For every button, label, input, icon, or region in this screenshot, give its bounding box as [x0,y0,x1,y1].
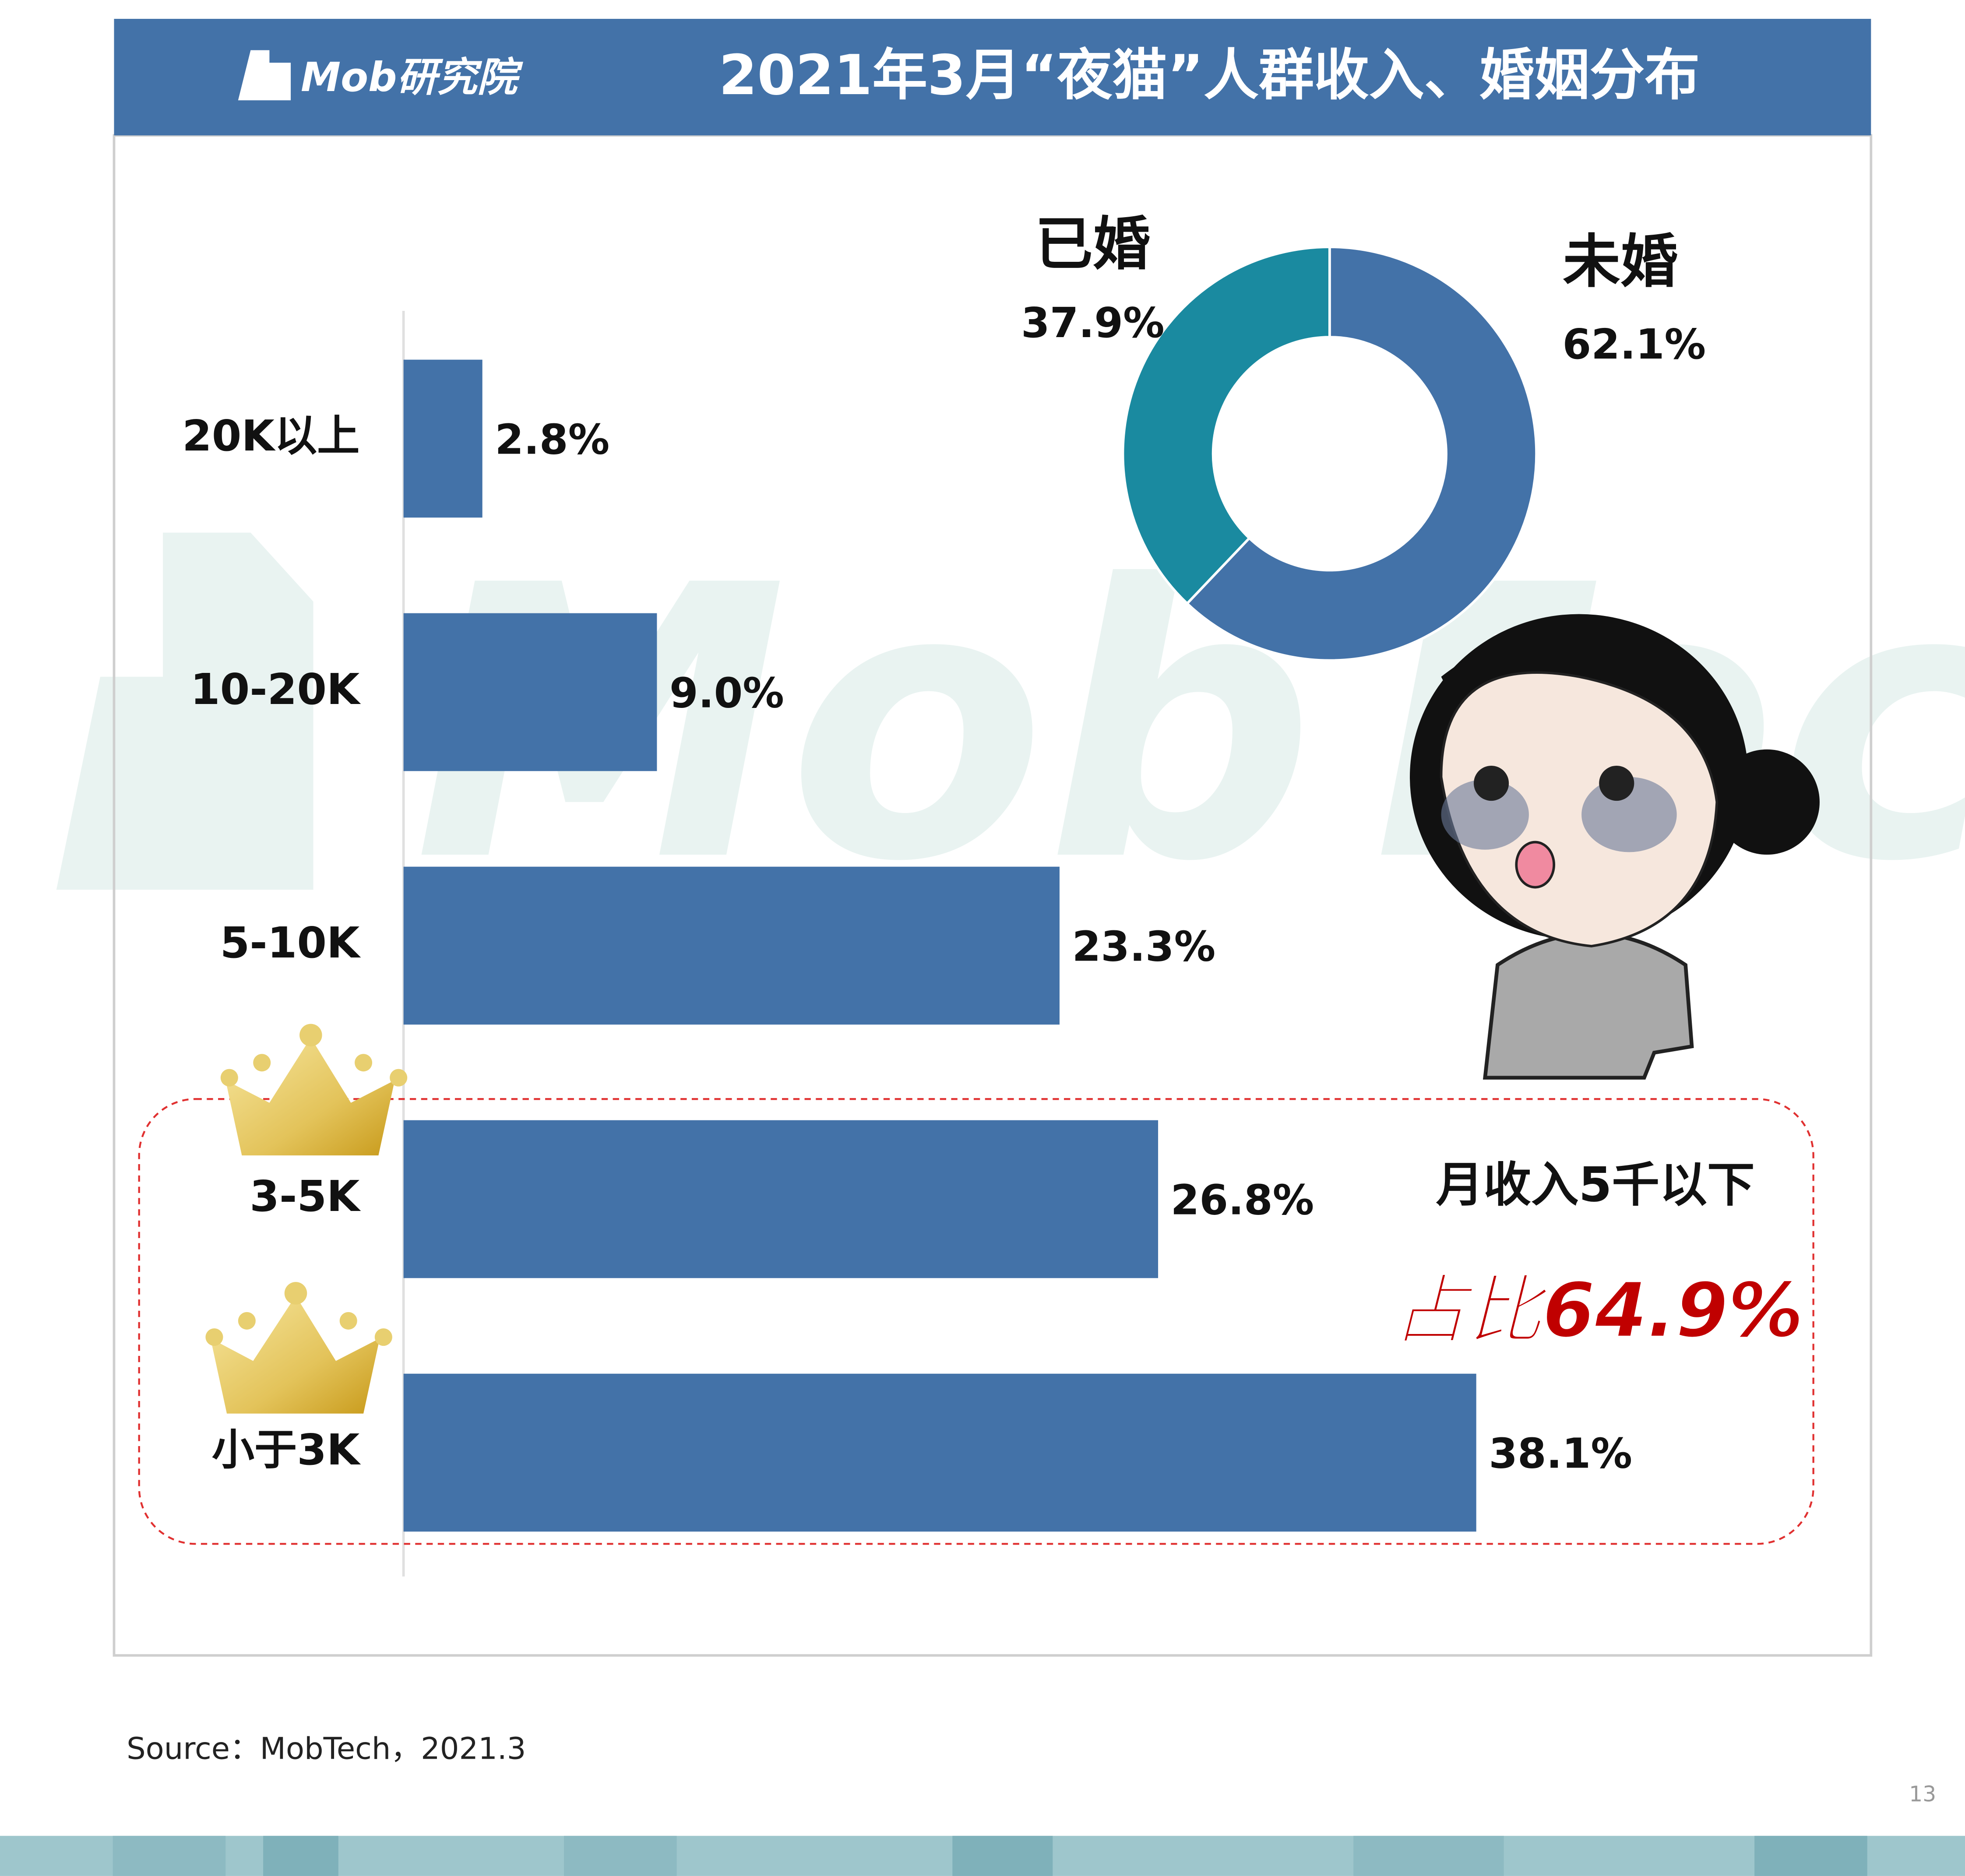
donut-slice [1121,246,1331,605]
bar [403,1120,1159,1278]
logo-text: Mob研究院 [301,54,524,101]
category-label: 3-5K [250,1172,361,1221]
category-label: 5-10K [220,918,361,968]
title: 2021年3月“夜猫”人群收入、婚姻分布 [719,43,1700,107]
annotation-highlight: 占比64.9% [1392,1267,1803,1354]
category-label: 10-20K [190,665,361,714]
bar [403,1373,1476,1532]
donut-slice [1185,246,1538,662]
bar [403,359,482,518]
annotation-note: 月收入5千以下 [1436,1157,1755,1212]
girl-illustration [1410,614,1820,1080]
legend-label: 未婚 [1563,229,1678,296]
watermark-logo [56,532,313,890]
bar [403,613,657,771]
title-bar [114,19,1871,136]
logo-icon [238,50,291,101]
crown [205,1282,392,1414]
page-number: 13 [1909,1782,1936,1807]
value-label: 23.3% [1072,922,1216,971]
highlight-box [138,1098,1814,1545]
source: Source：MobTech，2021.3 [127,1732,526,1767]
value-label: 26.8% [1171,1176,1314,1224]
footer-strip [0,1836,1965,1876]
value-label: 2.8% [495,415,609,464]
legend-label: 已婚 [1035,211,1150,278]
value-label: 9.0% [669,669,784,717]
crown [220,1024,408,1156]
category-label: 20K以上 [182,411,359,461]
value-label: 62.1% [1563,320,1706,369]
bar [403,866,1060,1025]
value-label: 37.9% [1021,299,1165,347]
value-label: 38.1% [1489,1429,1632,1478]
category-label: 小于3K [212,1425,361,1475]
